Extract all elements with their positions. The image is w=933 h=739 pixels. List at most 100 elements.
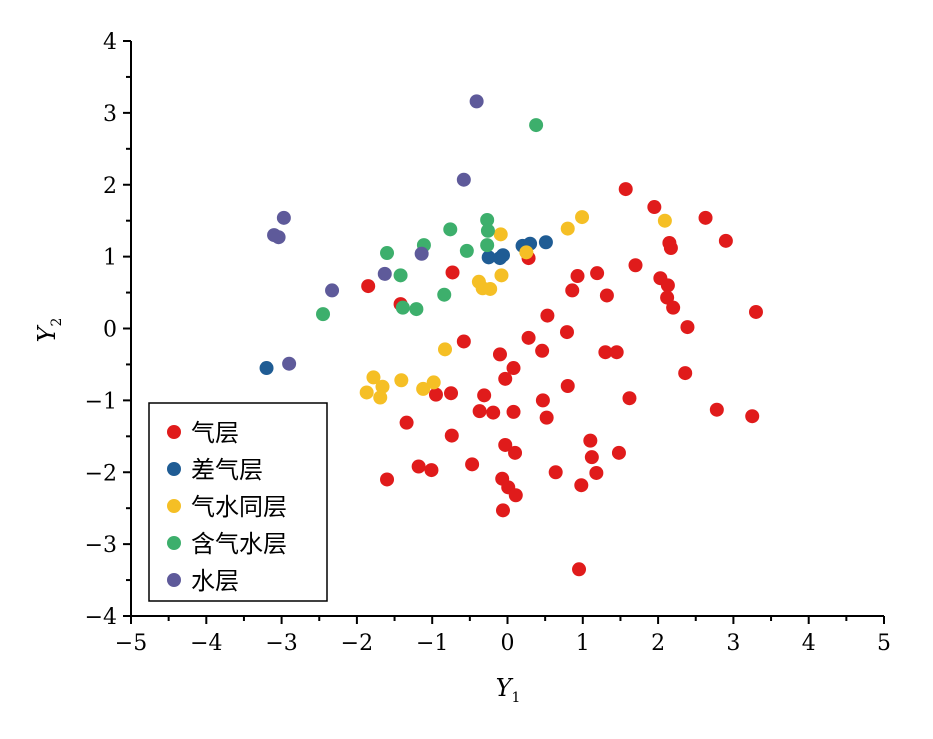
data-point-series-2	[519, 245, 534, 260]
data-point-series-0	[660, 278, 675, 293]
data-point-series-0	[508, 445, 523, 460]
data-point-series-3	[529, 118, 544, 133]
data-point-series-2	[438, 342, 453, 357]
data-point-series-0	[521, 330, 536, 345]
x-tick-label: 3	[726, 631, 740, 656]
data-point-series-2	[394, 373, 409, 388]
data-point-series-0	[590, 266, 605, 281]
data-point-series-0	[506, 361, 521, 376]
data-point-series-0	[718, 233, 733, 248]
y-tick-label: −3	[85, 533, 117, 558]
data-point-series-0	[647, 200, 662, 215]
data-point-series-4	[377, 266, 392, 281]
data-point-series-2	[373, 390, 388, 405]
x-tick-label: −4	[190, 631, 222, 656]
data-point-series-3	[480, 238, 495, 253]
data-point-series-0	[628, 258, 643, 273]
data-point-series-3	[409, 302, 424, 317]
data-point-series-0	[506, 404, 521, 419]
data-points	[259, 94, 763, 577]
data-point-series-0	[598, 345, 613, 360]
data-point-series-3	[316, 307, 331, 322]
y-tick-label: 3	[103, 102, 117, 127]
data-point-series-0	[609, 345, 624, 360]
data-point-series-3	[443, 222, 458, 237]
x-tick-label: −2	[341, 631, 373, 656]
data-point-series-0	[583, 433, 598, 448]
data-point-series-3	[480, 212, 495, 227]
x-axis-title: Y1	[496, 674, 521, 706]
data-point-series-4	[325, 283, 340, 298]
data-point-series-0	[498, 371, 513, 386]
data-point-series-0	[486, 405, 501, 420]
data-point-series-2	[359, 385, 374, 400]
data-point-series-2	[426, 375, 441, 390]
data-point-series-1	[259, 361, 274, 376]
data-point-series-0	[444, 386, 459, 401]
x-axis-title-sub: 1	[511, 690, 520, 706]
data-point-series-0	[678, 366, 693, 381]
x-axis-title-main: Y	[496, 674, 514, 702]
data-point-series-4	[276, 210, 291, 225]
legend-label: 气层	[191, 419, 239, 447]
y-tick-label: 0	[103, 318, 117, 343]
data-point-series-2	[375, 379, 390, 394]
data-point-series-3	[437, 287, 452, 302]
data-point-series-4	[456, 172, 471, 187]
legend-marker	[167, 499, 181, 513]
data-point-series-0	[535, 343, 550, 358]
data-point-series-0	[572, 562, 587, 577]
data-point-series-0	[445, 265, 460, 280]
data-point-series-4	[414, 246, 429, 261]
data-point-series-0	[748, 304, 763, 319]
data-point-series-0	[666, 300, 681, 315]
data-point-series-0	[599, 288, 614, 303]
y-tick-label: −4	[85, 605, 117, 630]
legend-label: 含气水层	[191, 530, 287, 558]
y-axis-title-main: Y	[33, 324, 61, 342]
data-point-series-0	[622, 391, 637, 406]
data-point-series-2	[494, 268, 509, 283]
data-point-series-0	[745, 409, 760, 424]
data-point-series-3	[480, 223, 495, 238]
data-point-series-0	[361, 279, 376, 294]
y-tick-label: −2	[85, 461, 117, 486]
y-axis-title-sub: 2	[49, 318, 65, 327]
y-tick-label: 4	[103, 30, 117, 55]
data-point-series-2	[416, 381, 431, 396]
data-point-series-0	[570, 269, 585, 284]
x-tick-label: 4	[802, 631, 816, 656]
data-point-series-0	[565, 283, 580, 298]
data-point-series-0	[539, 410, 554, 425]
data-point-series-0	[663, 241, 678, 255]
data-point-series-0	[477, 388, 492, 403]
data-point-series-3	[393, 268, 408, 283]
data-point-series-0	[411, 459, 426, 474]
data-point-series-2	[575, 210, 590, 225]
data-point-series-2	[483, 281, 498, 296]
data-point-series-0	[444, 428, 459, 443]
data-point-series-4	[271, 230, 286, 245]
x-tick-label: 5	[877, 631, 891, 656]
data-point-series-0	[559, 325, 574, 340]
data-point-series-0	[424, 463, 439, 478]
data-point-series-1	[538, 235, 553, 250]
data-point-series-0	[548, 465, 563, 480]
data-point-series-1	[481, 250, 496, 265]
data-point-series-0	[660, 290, 675, 305]
data-point-series-0	[428, 387, 443, 402]
x-tick-label: −3	[265, 631, 297, 656]
data-point-series-0	[618, 182, 633, 197]
y-axis-title: Y2	[33, 318, 65, 343]
data-point-series-0	[380, 472, 395, 487]
x-tick-label: −1	[416, 631, 448, 656]
data-point-series-0	[698, 210, 713, 225]
legend-marker	[167, 462, 181, 476]
data-point-series-2	[366, 370, 381, 385]
data-point-series-0	[535, 393, 550, 408]
data-point-series-0	[680, 320, 695, 335]
x-tick-label: 0	[501, 631, 515, 656]
data-point-series-4	[282, 356, 297, 371]
